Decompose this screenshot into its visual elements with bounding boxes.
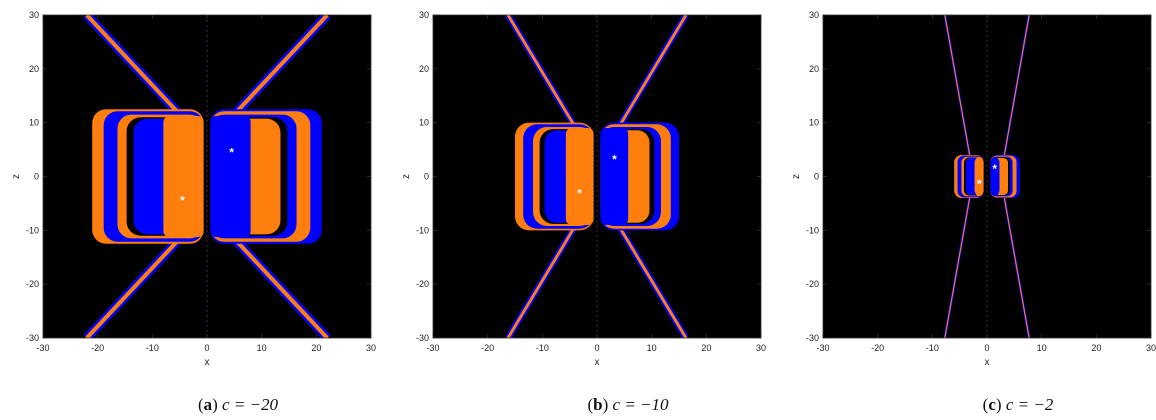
filament-core-0 xyxy=(1002,15,1030,161)
y-tick-label: -20 xyxy=(416,279,429,289)
y-tick-label: -10 xyxy=(806,225,819,235)
y-axis-label: z xyxy=(791,174,802,179)
x-tick-label: 30 xyxy=(756,343,766,353)
filament-core-1 xyxy=(944,15,972,161)
x-tick-label: -10 xyxy=(926,343,939,353)
y-tick-label: 20 xyxy=(419,64,429,74)
y-tick-label: 0 xyxy=(814,172,819,182)
x-tick-label: 20 xyxy=(311,343,321,353)
basin-core-left xyxy=(974,157,984,196)
y-tick-label: -20 xyxy=(806,279,819,289)
y-tick-label: -10 xyxy=(26,225,39,235)
x-tick-label: 20 xyxy=(701,343,711,353)
y-tick-label: -30 xyxy=(806,333,819,343)
y-axis-label: z xyxy=(11,174,22,179)
x-tick-label: 0 xyxy=(204,343,209,353)
x-axis-label: x xyxy=(205,357,210,368)
x-tick-label: -30 xyxy=(816,343,829,353)
equilibrium-marker-1: * xyxy=(577,187,582,201)
x-tick-label: 20 xyxy=(1091,343,1101,353)
x-tick-label: 30 xyxy=(366,343,376,353)
basin-core-left xyxy=(565,128,594,225)
equilibrium-marker-0: * xyxy=(992,162,997,176)
filament-core-0 xyxy=(612,15,688,137)
y-axis-label: z xyxy=(401,174,412,179)
y-tick-label: 0 xyxy=(424,172,429,182)
filament-core-1 xyxy=(85,15,193,128)
y-tick-label: 30 xyxy=(29,10,39,20)
filament-core-2 xyxy=(221,225,329,338)
x-axis-label: x xyxy=(595,357,600,368)
x-tick-label: 0 xyxy=(594,343,599,353)
equilibrium-marker-0: * xyxy=(229,145,234,159)
filament-core-0 xyxy=(221,15,329,128)
equilibrium-marker-0: * xyxy=(612,152,617,166)
y-tick-label: 10 xyxy=(419,118,429,128)
basin-core-right xyxy=(990,157,1000,196)
x-tick-label: 10 xyxy=(1037,343,1047,353)
filament-core-3 xyxy=(85,225,193,338)
y-tick-label: 30 xyxy=(809,10,819,20)
y-tick-label: 0 xyxy=(34,172,39,182)
filament-core-3 xyxy=(944,192,972,338)
x-tick-label: -20 xyxy=(871,343,884,353)
x-tick-label: -30 xyxy=(426,343,439,353)
filament-core-1 xyxy=(506,15,582,137)
y-tick-label: 30 xyxy=(419,10,429,20)
caption-c: (c) c = −2 xyxy=(982,395,1054,414)
y-tick-label: 20 xyxy=(29,64,39,74)
basin-region: ** xyxy=(505,15,689,338)
basin-region: ** xyxy=(83,15,331,338)
y-tick-label: 10 xyxy=(809,118,819,128)
y-tick-label: 10 xyxy=(29,118,39,128)
basin-core-right xyxy=(600,128,629,225)
x-tick-label: -20 xyxy=(481,343,494,353)
caption-b: (b) c = −10 xyxy=(587,395,669,414)
equilibrium-marker-1: * xyxy=(977,177,982,191)
x-tick-label: 0 xyxy=(984,343,989,353)
x-axis-label: x xyxy=(985,357,990,368)
y-tick-label: -10 xyxy=(416,225,429,235)
filament-core-2 xyxy=(612,216,688,338)
equilibrium-marker-1: * xyxy=(180,194,185,208)
y-tick-label: -30 xyxy=(416,333,429,343)
x-tick-label: 10 xyxy=(257,343,267,353)
x-tick-label: -10 xyxy=(146,343,159,353)
filament-core-2 xyxy=(1002,192,1030,338)
basin-core-left xyxy=(163,115,204,238)
basin-core-right xyxy=(210,115,251,238)
y-tick-label: 20 xyxy=(809,64,819,74)
x-tick-label: -20 xyxy=(91,343,104,353)
basin-region: ** xyxy=(943,15,1031,338)
y-tick-label: -30 xyxy=(26,333,39,343)
figure: **-30 -20 -10 0 10 20 303020100-10-20-30xz**-3… xyxy=(11,10,1156,368)
x-tick-label: 30 xyxy=(1146,343,1156,353)
filament-core-3 xyxy=(506,216,582,338)
x-tick-label: -30 xyxy=(36,343,49,353)
caption-a: (a) c = −20 xyxy=(197,395,279,414)
y-tick-label: -20 xyxy=(26,279,39,289)
x-tick-label: -10 xyxy=(536,343,549,353)
x-tick-label: 10 xyxy=(647,343,657,353)
